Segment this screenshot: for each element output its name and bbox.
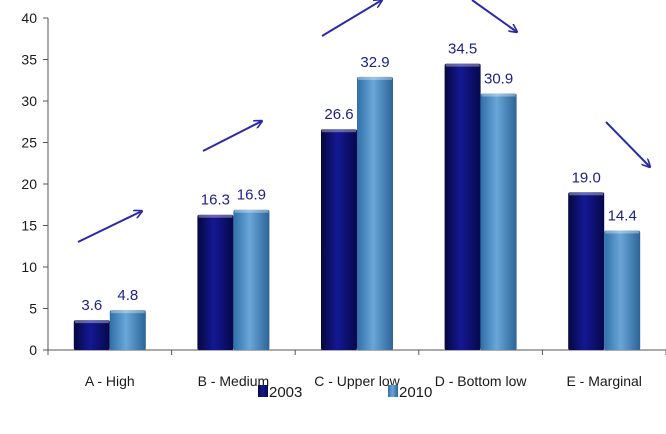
y-tick-label: 40	[21, 10, 37, 26]
legend-swatch-2010	[388, 385, 398, 397]
y-tick-label: 25	[21, 135, 37, 151]
legend-label-2003: 2003	[269, 384, 302, 401]
bar-highlight	[198, 214, 233, 218]
data-labels: 3.6 4.8 16.3 16.9 26.6 32.9 34.5 30.9 19.0 14.4	[81, 41, 636, 314]
data-label-2003-5: 19.0	[572, 169, 601, 186]
bar-2010-5	[604, 230, 641, 350]
category-label: E - Marginal	[566, 373, 641, 389]
bar-2003-4	[444, 63, 481, 351]
bar-highlight	[358, 76, 392, 80]
trend-arrow-up	[77, 211, 142, 243]
bar-2010-1	[109, 310, 146, 350]
bar-2003-5	[568, 192, 605, 350]
bar-highlight	[445, 63, 480, 67]
trend-arrow-up	[202, 121, 262, 152]
bar-2010-2	[233, 209, 270, 350]
y-tick-label: 35	[21, 52, 37, 68]
category-label: D - Bottom low	[435, 373, 528, 389]
bar-2003-2	[197, 214, 234, 350]
y-tick-label: 0	[29, 342, 37, 358]
y-tick-label: 10	[21, 259, 37, 275]
bar-2003-3	[321, 129, 357, 350]
trend-arrow-up	[321, 0, 382, 37]
bar-highlight	[322, 129, 356, 133]
trend-arrow-down	[605, 121, 650, 167]
bar-highlight	[110, 310, 145, 314]
trend-arrows	[77, 0, 650, 243]
trend-arrow-down	[471, 0, 517, 32]
bar-2010-3	[357, 76, 393, 351]
data-label-2010-2: 16.9	[237, 187, 266, 204]
data-label-2003-1: 3.6	[81, 297, 102, 314]
category-label: C - Upper low	[314, 373, 400, 389]
data-label-2010-5: 14.4	[608, 207, 637, 224]
data-label-2010-4: 30.9	[484, 71, 513, 88]
data-label-2010-3: 32.9	[360, 54, 389, 71]
bar-highlight	[481, 93, 516, 97]
data-label-2003-2: 16.3	[201, 192, 230, 209]
data-label-2003-4: 34.5	[448, 41, 477, 58]
y-tick-label: 15	[21, 218, 37, 234]
legend-swatch-2003	[258, 385, 268, 397]
bar-highlight	[74, 320, 109, 324]
axes: 0 5 10 15 20 25 30 35 40 A - High B - Medium C - Up…	[21, 10, 666, 389]
data-label-2010-1: 4.8	[117, 287, 138, 304]
legend-label-2010: 2010	[399, 384, 432, 401]
bar-highlight	[605, 230, 640, 234]
bar-2010-4	[480, 93, 517, 350]
y-tick-label: 20	[21, 176, 37, 192]
bar-2003-1	[73, 320, 110, 350]
data-label-2003-3: 26.6	[324, 106, 353, 123]
category-label: B - Medium	[198, 373, 270, 389]
bars	[73, 63, 641, 351]
bar-highlight	[569, 192, 604, 196]
y-tick-label: 30	[21, 93, 37, 109]
legend: 2003 2010	[258, 384, 432, 401]
y-tick-label: 5	[29, 301, 37, 317]
category-label: A - High	[85, 373, 135, 389]
bar-highlight	[234, 209, 269, 213]
